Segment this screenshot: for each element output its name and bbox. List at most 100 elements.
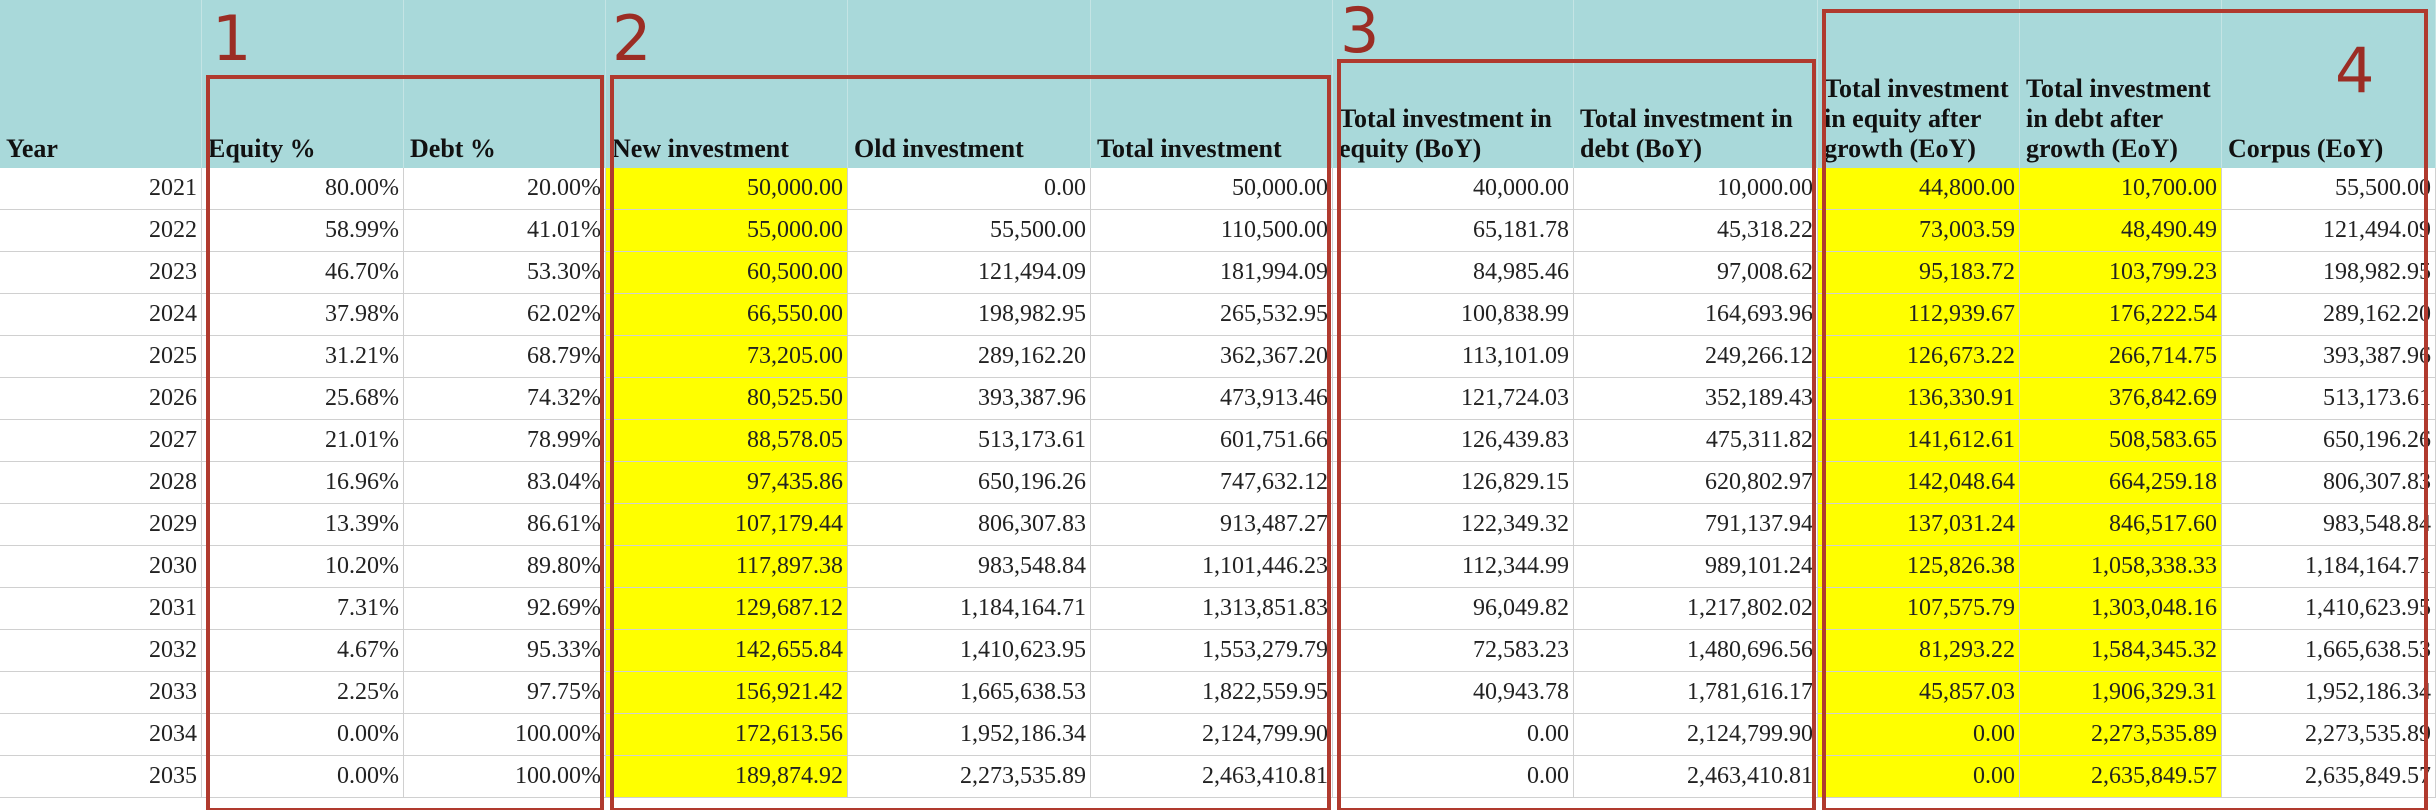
table-cell: 80,525.50: [606, 378, 848, 420]
table-cell: 83.04%: [404, 462, 606, 504]
table-cell: 48,490.49: [2020, 210, 2222, 252]
table-cell: 25.68%: [202, 378, 404, 420]
table-cell: 164,693.96: [1574, 294, 1818, 336]
annotation-box: [1337, 59, 1816, 810]
table-cell: 983,548.84: [2222, 504, 2436, 546]
table-cell: 103,799.23: [2020, 252, 2222, 294]
table-cell: 2021: [0, 168, 202, 210]
table-cell: 50,000.00: [606, 168, 848, 210]
table-cell: 65,181.78: [1333, 210, 1574, 252]
annotation-label: 1: [212, 2, 252, 75]
table-cell: 1,217,802.02: [1574, 588, 1818, 630]
table-cell: 2,124,799.90: [1574, 714, 1818, 756]
table-cell: 40,000.00: [1333, 168, 1574, 210]
table-cell: 58.99%: [202, 210, 404, 252]
table-cell: 747,632.12: [1091, 462, 1333, 504]
table-cell: 73,205.00: [606, 336, 848, 378]
table-cell: 4.67%: [202, 630, 404, 672]
table-cell: 362,367.20: [1091, 336, 1333, 378]
table-cell: 1,184,164.71: [2222, 546, 2436, 588]
table-cell: 2033: [0, 672, 202, 714]
table-cell: 1,410,623.95: [848, 630, 1091, 672]
table-cell: 92.69%: [404, 588, 606, 630]
table-cell: 53.30%: [404, 252, 606, 294]
table-cell: 66,550.00: [606, 294, 848, 336]
table-cell: 806,307.83: [2222, 462, 2436, 504]
table-cell: 1,952,186.34: [848, 714, 1091, 756]
table-cell: 601,751.66: [1091, 420, 1333, 462]
column-header: Year: [0, 0, 202, 168]
table-cell: 44,800.00: [1818, 168, 2020, 210]
table-cell: 0.00: [1333, 756, 1574, 798]
table-cell: 473,913.46: [1091, 378, 1333, 420]
table-cell: 265,532.95: [1091, 294, 1333, 336]
table-cell: 1,553,279.79: [1091, 630, 1333, 672]
table-cell: 0.00%: [202, 756, 404, 798]
table-cell: 37.98%: [202, 294, 404, 336]
table-cell: 112,344.99: [1333, 546, 1574, 588]
annotation-label: 4: [2335, 34, 2375, 107]
table-cell: 21.01%: [202, 420, 404, 462]
table-cell: 100.00%: [404, 756, 606, 798]
table-cell: 0.00: [1818, 756, 2020, 798]
table-cell: 983,548.84: [848, 546, 1091, 588]
table-cell: 376,842.69: [2020, 378, 2222, 420]
table-cell: 117,897.38: [606, 546, 848, 588]
table-cell: 2024: [0, 294, 202, 336]
table-cell: 189,874.92: [606, 756, 848, 798]
table-cell: 121,494.09: [2222, 210, 2436, 252]
table-cell: 913,487.27: [1091, 504, 1333, 546]
table-cell: 100.00%: [404, 714, 606, 756]
table-cell: 141,612.61: [1818, 420, 2020, 462]
table-cell: 2,463,410.81: [1091, 756, 1333, 798]
table-cell: 172,613.56: [606, 714, 848, 756]
table-cell: 1,410,623.95: [2222, 588, 2436, 630]
table-cell: 1,480,696.56: [1574, 630, 1818, 672]
table-cell: 806,307.83: [848, 504, 1091, 546]
table-cell: 1,184,164.71: [848, 588, 1091, 630]
table-cell: 289,162.20: [2222, 294, 2436, 336]
column-header: Corpus (EoY): [2222, 0, 2436, 168]
table-cell: 2.25%: [202, 672, 404, 714]
table-cell: 97,008.62: [1574, 252, 1818, 294]
table-cell: 73,003.59: [1818, 210, 2020, 252]
table-cell: 86.61%: [404, 504, 606, 546]
table-cell: 2,273,535.89: [2020, 714, 2222, 756]
annotation-label: 2: [612, 2, 652, 75]
table-cell: 89.80%: [404, 546, 606, 588]
table-cell: 81,293.22: [1818, 630, 2020, 672]
column-header: Equity %: [202, 0, 404, 168]
table-cell: 2031: [0, 588, 202, 630]
table-cell: 2027: [0, 420, 202, 462]
table-cell: 62.02%: [404, 294, 606, 336]
table-cell: 1,906,329.31: [2020, 672, 2222, 714]
table-cell: 176,222.54: [2020, 294, 2222, 336]
table-cell: 352,189.43: [1574, 378, 1818, 420]
table-cell: 84,985.46: [1333, 252, 1574, 294]
table-cell: 13.39%: [202, 504, 404, 546]
table-cell: 2029: [0, 504, 202, 546]
table-cell: 72,583.23: [1333, 630, 1574, 672]
table-cell: 125,826.38: [1818, 546, 2020, 588]
table-cell: 1,822,559.95: [1091, 672, 1333, 714]
table-cell: 55,500.00: [848, 210, 1091, 252]
table-cell: 198,982.95: [2222, 252, 2436, 294]
table-cell: 393,387.96: [848, 378, 1091, 420]
table-cell: 393,387.96: [2222, 336, 2436, 378]
column-header: Old investment: [848, 0, 1091, 168]
table-cell: 50,000.00: [1091, 168, 1333, 210]
table-cell: 96,049.82: [1333, 588, 1574, 630]
table-cell: 1,665,638.53: [2222, 630, 2436, 672]
table-cell: 513,173.61: [2222, 378, 2436, 420]
table-cell: 989,101.24: [1574, 546, 1818, 588]
table-cell: 78.99%: [404, 420, 606, 462]
table-cell: 60,500.00: [606, 252, 848, 294]
table-cell: 2032: [0, 630, 202, 672]
table-cell: 1,058,338.33: [2020, 546, 2222, 588]
table-cell: 40,943.78: [1333, 672, 1574, 714]
table-cell: 107,179.44: [606, 504, 848, 546]
table-cell: 1,584,345.32: [2020, 630, 2222, 672]
annotation-label: 3: [1340, 0, 1380, 67]
table-cell: 620,802.97: [1574, 462, 1818, 504]
table-cell: 475,311.82: [1574, 420, 1818, 462]
